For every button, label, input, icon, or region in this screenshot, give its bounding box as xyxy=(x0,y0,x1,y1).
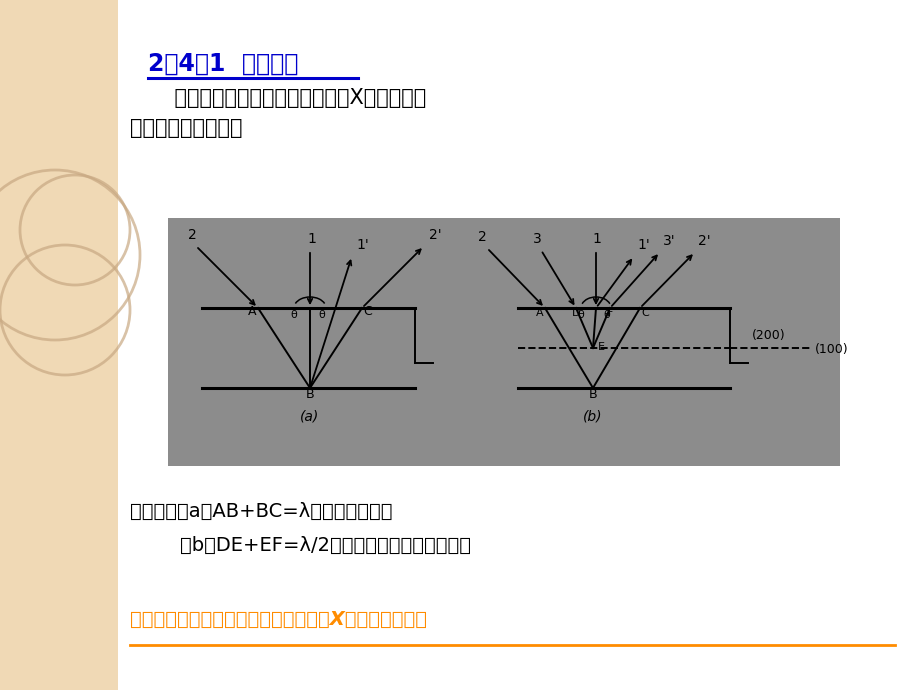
Text: θ: θ xyxy=(602,310,609,320)
Text: 讨论：若图a中AB+BC=λ，产生衍射束；: 讨论：若图a中AB+BC=λ，产生衍射束； xyxy=(130,502,392,521)
Text: 2: 2 xyxy=(187,228,196,242)
Text: (b): (b) xyxy=(583,409,602,423)
Text: C: C xyxy=(363,305,372,318)
Text: 1': 1' xyxy=(636,238,649,252)
Text: 图b中DE+EF=λ/2，产生相消干而相互抵消。: 图b中DE+EF=λ/2，产生相消干而相互抵消。 xyxy=(130,536,471,555)
Text: A: A xyxy=(247,305,256,318)
Bar xyxy=(0,0,118,690)
Text: θ: θ xyxy=(576,310,584,320)
Text: 1': 1' xyxy=(356,238,369,252)
Text: C: C xyxy=(641,308,648,318)
Text: 3': 3' xyxy=(663,234,675,248)
Text: (200): (200) xyxy=(751,330,785,342)
Text: θ: θ xyxy=(318,310,324,320)
Text: 度会发生怎样变化？: 度会发生怎样变化？ xyxy=(130,118,243,138)
Text: 1: 1 xyxy=(307,232,316,246)
Text: 1: 1 xyxy=(592,232,601,246)
Bar xyxy=(168,218,839,466)
Text: (a): (a) xyxy=(300,409,319,423)
Text: F: F xyxy=(607,308,613,318)
Text: 2': 2' xyxy=(698,234,709,248)
Text: (100): (100) xyxy=(814,342,847,355)
Text: E: E xyxy=(596,342,604,352)
Text: 晶胞内原子的位置或种类不同，X射线衍射强: 晶胞内原子的位置或种类不同，X射线衍射强 xyxy=(148,88,425,108)
Text: 2．4．1  结构因子: 2．4．1 结构因子 xyxy=(148,52,298,76)
Text: 3: 3 xyxy=(532,232,540,246)
Text: 2: 2 xyxy=(477,230,486,244)
Text: B: B xyxy=(305,388,314,401)
Text: B: B xyxy=(588,388,596,401)
Text: 2': 2' xyxy=(428,228,441,242)
Text: θ: θ xyxy=(289,310,297,320)
Text: A: A xyxy=(536,308,543,318)
Text: D: D xyxy=(571,308,580,318)
Text: 改变原子排列方式或原子种类，会改变X射线衍射强度。: 改变原子排列方式或原子种类，会改变X射线衍射强度。 xyxy=(130,610,426,629)
